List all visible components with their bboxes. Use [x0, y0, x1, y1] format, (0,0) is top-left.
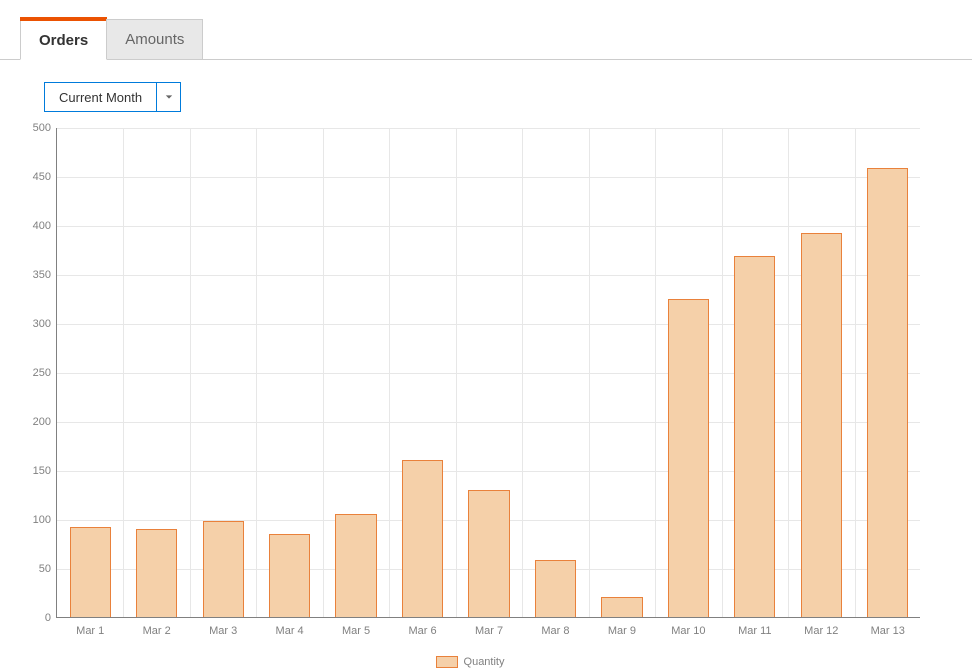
chart-bar: [867, 168, 908, 617]
chart-ytick: 500: [33, 122, 57, 134]
chart-gridline-v: [256, 128, 257, 617]
chart-bar: [203, 521, 244, 617]
chart-gridline-v: [190, 128, 191, 617]
chart-gridline-h: [57, 471, 920, 472]
legend-label: Quantity: [464, 656, 505, 668]
chart-bar: [668, 299, 709, 618]
chart-gridline-v: [855, 128, 856, 617]
chart-gridline-v: [123, 128, 124, 617]
chart-ytick: 300: [33, 318, 57, 330]
chart-gridline-v: [389, 128, 390, 617]
chart-ytick: 100: [33, 514, 57, 526]
chart-gridline-h: [57, 275, 920, 276]
chart-xtick: Mar 7: [475, 617, 503, 637]
chart-xtick: Mar 11: [738, 617, 771, 637]
chart-gridline-v: [655, 128, 656, 617]
chart-gridline-h: [57, 324, 920, 325]
period-select-trigger[interactable]: [156, 83, 180, 111]
tabs: Orders Amounts: [0, 0, 972, 60]
chart-gridline-h: [57, 422, 920, 423]
period-select-value: Current Month: [45, 83, 156, 111]
chart-bar: [269, 534, 310, 617]
chart-bar: [402, 460, 443, 617]
chart-bar: [601, 597, 642, 617]
chart-gridline-h: [57, 177, 920, 178]
chart-plot-area: 050100150200250300350400450500Mar 1Mar 2…: [56, 128, 920, 618]
chart-bar: [535, 560, 576, 617]
chart-gridline-v: [722, 128, 723, 617]
chart-xtick: Mar 13: [871, 617, 905, 637]
chart-xtick: Mar 1: [76, 617, 104, 637]
chart-xtick: Mar 4: [276, 617, 304, 637]
chart-bar: [70, 527, 111, 617]
chart-xtick: Mar 5: [342, 617, 370, 637]
chart-gridline-h: [57, 226, 920, 227]
chart-gridline-v: [788, 128, 789, 617]
chart-bar: [468, 490, 509, 617]
tab-orders[interactable]: Orders: [20, 20, 107, 60]
chart-xtick: Mar 3: [209, 617, 237, 637]
chart-xtick: Mar 6: [408, 617, 436, 637]
chart-gridline-h: [57, 128, 920, 129]
chart-legend: Quantity: [20, 648, 920, 668]
chart-ytick: 250: [33, 367, 57, 379]
chart-ytick: 150: [33, 465, 57, 477]
chart-xtick: Mar 10: [671, 617, 705, 637]
chart-ytick: 50: [39, 563, 57, 575]
chart-bar: [335, 514, 376, 617]
chart-ytick: 200: [33, 416, 57, 428]
chart-xtick: Mar 9: [608, 617, 636, 637]
chart-gridline-v: [522, 128, 523, 617]
chart-ytick: 350: [33, 269, 57, 281]
chart-ytick: 450: [33, 171, 57, 183]
controls: Current Month: [0, 60, 972, 112]
chart-xtick: Mar 2: [143, 617, 171, 637]
chart-ytick: 0: [45, 612, 57, 624]
chart-gridline-h: [57, 373, 920, 374]
tab-label: Orders: [39, 32, 88, 49]
chart-xtick: Mar 12: [804, 617, 838, 637]
chart-xtick: Mar 8: [541, 617, 569, 637]
legend-swatch: [436, 656, 458, 668]
chart-ytick: 400: [33, 220, 57, 232]
chart-bar: [734, 256, 775, 617]
chart-bar: [136, 529, 177, 617]
period-select[interactable]: Current Month: [44, 82, 181, 112]
tab-label: Amounts: [125, 31, 184, 48]
chart-bar: [801, 233, 842, 617]
orders-chart: 0 50 100 150 200 250 300 350 400 450 500 Mar 1 Mar 2…: [20, 124, 920, 644]
tab-amounts[interactable]: Amounts: [106, 19, 203, 59]
chart-gridline-v: [456, 128, 457, 617]
chart-gridline-v: [589, 128, 590, 617]
chevron-down-icon: [165, 88, 173, 106]
chart-gridline-v: [323, 128, 324, 617]
